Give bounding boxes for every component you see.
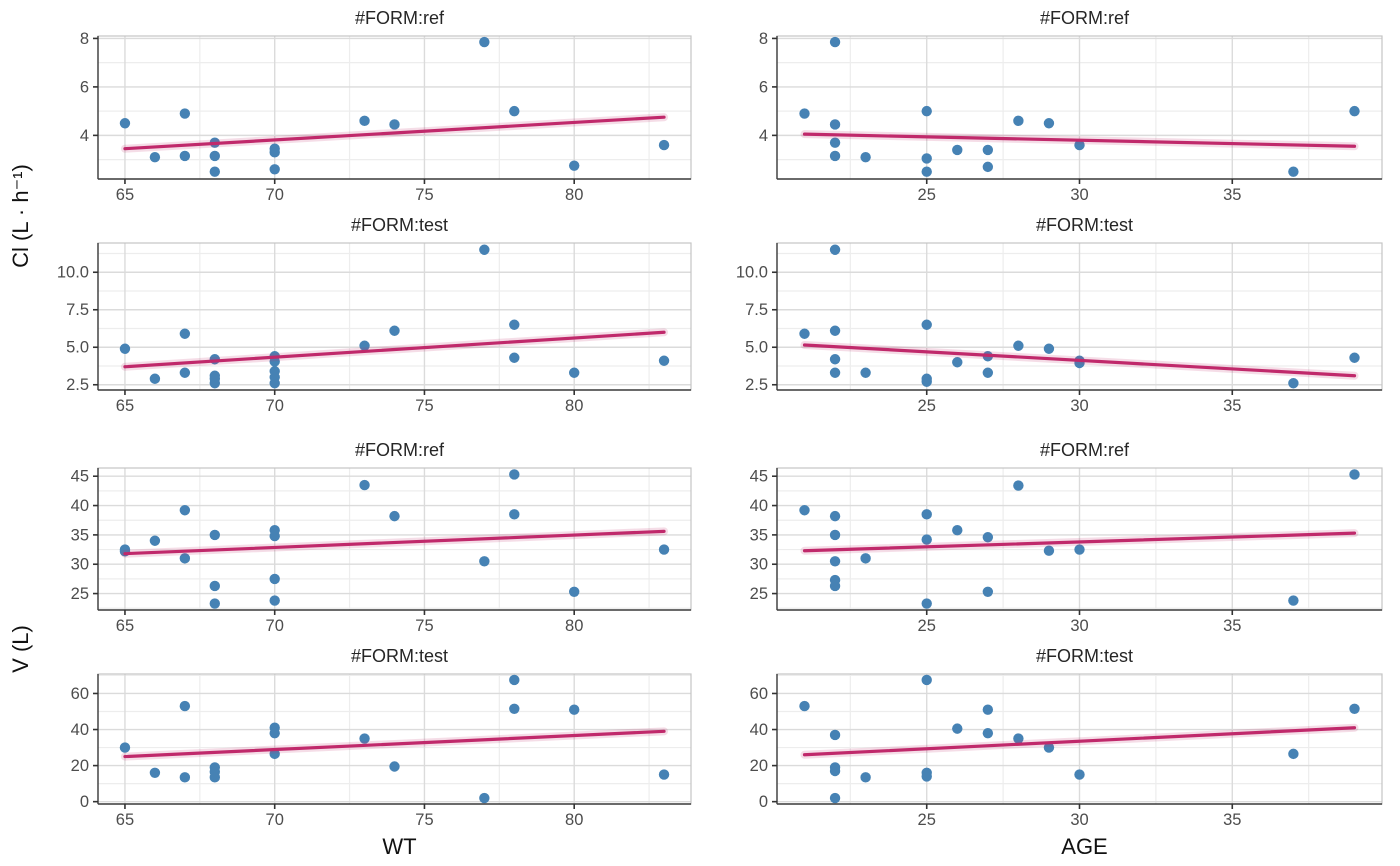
panel-cl-age-test: #FORM:test 25 30 35 2.5 5.0 7.5 10.0 — [721, 207, 1400, 432]
x-axis-title-age: AGE — [1061, 834, 1108, 859]
panel-v-wt-test: #FORM:test 65 70 75 80 0 20 40 60 WT — [42, 638, 721, 866]
svg-text:80: 80 — [565, 186, 583, 204]
svg-text:30: 30 — [71, 556, 89, 574]
svg-text:35: 35 — [750, 526, 768, 544]
panel-v-age-test: #FORM:test 25 30 35 0 20 40 60 AGE — [721, 638, 1400, 866]
y-axis-label-cl: Cl (L · h⁻¹) — [8, 164, 33, 268]
svg-text:70: 70 — [266, 186, 284, 204]
svg-text:75: 75 — [415, 186, 433, 204]
svg-text:40: 40 — [750, 721, 768, 739]
svg-text:0: 0 — [759, 793, 768, 811]
svg-text:8: 8 — [80, 30, 89, 48]
svg-text:25: 25 — [918, 811, 936, 829]
svg-text:80: 80 — [565, 617, 583, 635]
scatter-plot-v-wt-ref: 65 70 75 80 25 30 35 40 45 — [71, 467, 692, 635]
y-axis-group-v: V (L) — [0, 432, 42, 866]
svg-text:30: 30 — [1070, 397, 1088, 415]
svg-text:65: 65 — [116, 186, 134, 204]
svg-text:0: 0 — [80, 793, 89, 811]
svg-text:75: 75 — [415, 811, 433, 829]
svg-text:40: 40 — [750, 497, 768, 515]
svg-text:70: 70 — [266, 617, 284, 635]
panel-cl-wt-test: #FORM:test 65 70 75 80 2.5 5.0 7.5 10.0 — [42, 207, 721, 432]
panel-cl-age-ref: #FORM:ref 25 30 35 4 6 8 — [721, 0, 1400, 207]
svg-text:75: 75 — [415, 617, 433, 635]
panel-v-wt-ref: #FORM:ref 65 70 75 80 25 30 35 40 45 — [42, 432, 721, 638]
svg-text:2.5: 2.5 — [745, 376, 768, 394]
svg-text:25: 25 — [918, 186, 936, 204]
svg-text:25: 25 — [918, 397, 936, 415]
svg-text:25: 25 — [750, 585, 768, 603]
svg-text:8: 8 — [759, 30, 768, 48]
svg-text:70: 70 — [266, 811, 284, 829]
facet-title: #FORM:ref — [1039, 8, 1129, 28]
svg-text:10.0: 10.0 — [57, 264, 89, 282]
svg-text:35: 35 — [1223, 186, 1241, 204]
facet-title: #FORM:ref — [354, 440, 444, 460]
svg-text:35: 35 — [1223, 617, 1241, 635]
svg-text:25: 25 — [918, 617, 936, 635]
svg-text:25: 25 — [71, 585, 89, 603]
svg-text:45: 45 — [71, 468, 89, 486]
svg-text:7.5: 7.5 — [66, 301, 89, 319]
facet-title: #FORM:test — [1035, 215, 1133, 235]
svg-text:45: 45 — [750, 468, 768, 486]
svg-text:30: 30 — [1070, 811, 1088, 829]
svg-text:5.0: 5.0 — [66, 339, 89, 357]
svg-text:5.0: 5.0 — [745, 339, 768, 357]
x-axis-title-wt: WT — [382, 834, 417, 859]
facet-title: #FORM:test — [1035, 646, 1133, 666]
scatter-plot-cl-age-ref: 25 30 35 4 6 8 — [759, 30, 1383, 204]
svg-text:65: 65 — [116, 397, 134, 415]
svg-text:7.5: 7.5 — [745, 301, 768, 319]
svg-text:40: 40 — [71, 721, 89, 739]
y-axis-label-v: V (L) — [8, 625, 33, 673]
svg-text:30: 30 — [1070, 617, 1088, 635]
svg-text:2.5: 2.5 — [66, 376, 89, 394]
scatter-plot-v-age-ref: 25 30 35 25 30 35 40 45 — [750, 467, 1383, 635]
y-axis-group-cl: Cl (L · h⁻¹) — [0, 0, 42, 432]
svg-text:20: 20 — [71, 757, 89, 775]
svg-text:75: 75 — [415, 397, 433, 415]
svg-text:70: 70 — [266, 397, 284, 415]
svg-text:4: 4 — [80, 127, 89, 145]
facet-title: #FORM:test — [350, 646, 448, 666]
svg-text:40: 40 — [71, 497, 89, 515]
facet-title: #FORM:ref — [354, 8, 444, 28]
facet-title: #FORM:ref — [1039, 440, 1129, 460]
svg-text:65: 65 — [116, 811, 134, 829]
scatter-plot-v-wt-test: 65 70 75 80 0 20 40 60 — [71, 673, 692, 829]
svg-text:80: 80 — [565, 397, 583, 415]
svg-text:60: 60 — [71, 685, 89, 703]
svg-text:6: 6 — [80, 78, 89, 96]
svg-text:35: 35 — [1223, 811, 1241, 829]
panel-cl-wt-ref: #FORM:ref 65 70 75 80 4 6 8 — [42, 0, 721, 207]
svg-text:30: 30 — [1070, 186, 1088, 204]
svg-text:35: 35 — [71, 526, 89, 544]
scatter-plot-cl-wt-test: 65 70 75 80 2.5 5.0 7.5 10.0 — [57, 242, 692, 415]
scatter-plot-cl-wt-ref: 65 70 75 80 4 6 8 — [80, 30, 692, 204]
svg-text:65: 65 — [116, 617, 134, 635]
svg-text:30: 30 — [750, 556, 768, 574]
scatter-plot-v-age-test: 25 30 35 0 20 40 60 — [750, 673, 1383, 829]
svg-text:60: 60 — [750, 685, 768, 703]
svg-text:35: 35 — [1223, 397, 1241, 415]
panel-v-age-ref: #FORM:ref 25 30 35 25 30 35 40 45 — [721, 432, 1400, 638]
scatter-plot-cl-age-test: 25 30 35 2.5 5.0 7.5 10.0 — [736, 242, 1383, 415]
svg-text:80: 80 — [565, 811, 583, 829]
svg-text:20: 20 — [750, 757, 768, 775]
facet-title: #FORM:test — [350, 215, 448, 235]
svg-text:6: 6 — [759, 78, 768, 96]
svg-text:4: 4 — [759, 127, 768, 145]
svg-text:10.0: 10.0 — [736, 264, 768, 282]
